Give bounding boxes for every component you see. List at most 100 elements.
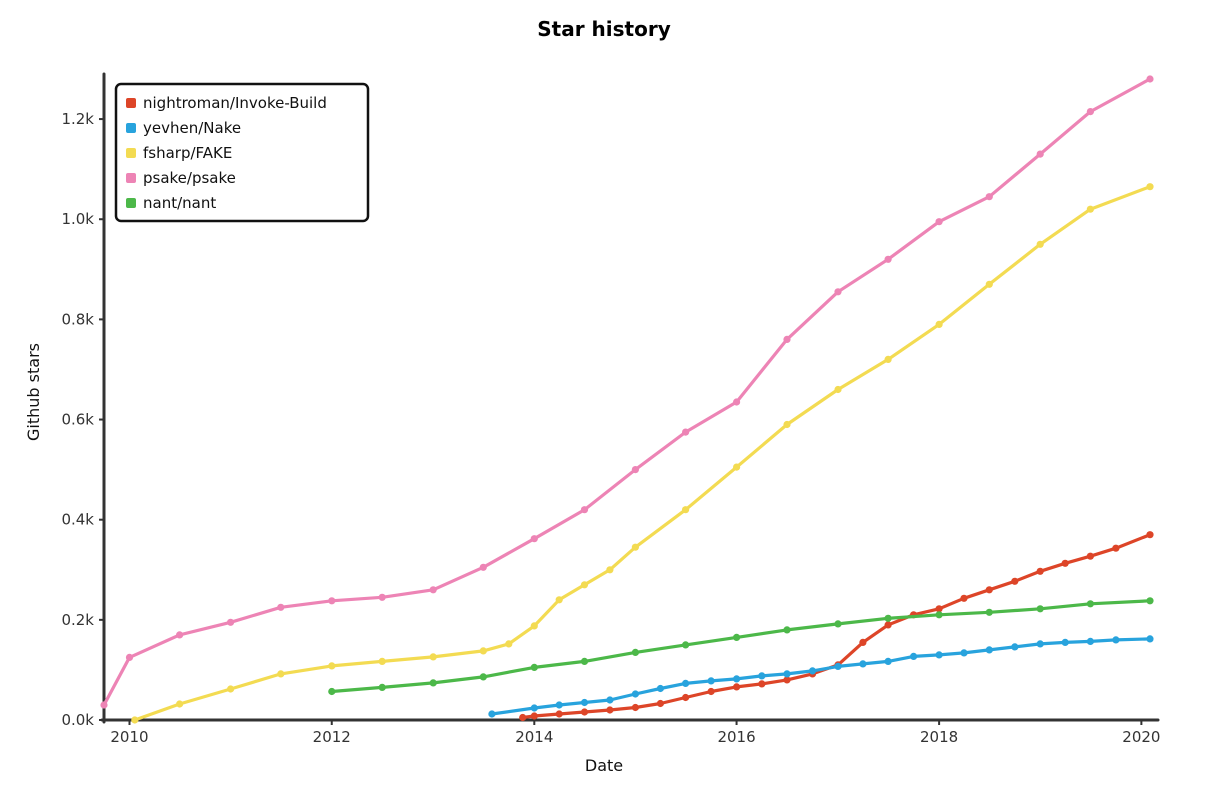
series-4 <box>328 597 1154 696</box>
y-tick-label: 1.0k <box>61 210 94 228</box>
series-3 <box>100 75 1154 709</box>
data-point <box>682 428 690 436</box>
y-tick-label: 0.8k <box>61 310 94 328</box>
legend-label: nightroman/Invoke-Build <box>143 94 327 112</box>
x-tick-label: 2014 <box>515 728 553 746</box>
data-point <box>378 593 386 601</box>
series-line <box>102 77 1152 707</box>
data-point <box>606 566 614 574</box>
data-point <box>580 657 589 666</box>
data-point <box>555 596 563 604</box>
data-point <box>1146 75 1154 83</box>
data-point <box>859 638 867 647</box>
data-point <box>985 193 993 201</box>
x-tick-label: 2020 <box>1122 728 1160 746</box>
data-point <box>985 280 993 288</box>
data-point <box>519 713 527 722</box>
data-point <box>1011 643 1019 651</box>
data-point <box>580 698 589 707</box>
legend-label: fsharp/FAKE <box>143 144 232 162</box>
data-point <box>488 710 496 718</box>
data-point <box>733 633 741 642</box>
data-point <box>884 657 892 666</box>
data-point <box>758 672 766 680</box>
data-point <box>1036 567 1044 575</box>
series-line <box>133 185 1152 722</box>
data-point <box>884 355 892 363</box>
data-point <box>530 535 538 543</box>
data-point <box>505 640 513 648</box>
data-point <box>100 701 108 709</box>
data-point <box>479 647 487 655</box>
data-point <box>479 673 487 681</box>
data-point <box>328 662 336 670</box>
data-point <box>656 699 665 708</box>
data-point <box>429 679 437 687</box>
y-axis-title: Github stars <box>24 343 43 441</box>
data-point <box>1146 597 1154 605</box>
data-point <box>682 693 690 702</box>
data-point <box>1036 150 1044 158</box>
data-point <box>935 320 943 328</box>
data-point <box>783 626 791 634</box>
data-point <box>1112 636 1120 644</box>
x-axis-title: Date <box>585 756 623 775</box>
data-point <box>935 611 943 619</box>
data-point <box>733 683 741 691</box>
data-point <box>758 680 766 688</box>
data-point <box>859 660 867 668</box>
data-point <box>1061 638 1069 647</box>
y-tick-label: 0.0k <box>61 711 94 729</box>
data-point <box>834 385 842 394</box>
data-point <box>960 594 968 602</box>
data-point <box>834 288 842 296</box>
data-point <box>1146 183 1154 191</box>
x-tick-label: 2016 <box>717 728 755 746</box>
x-tick-label: 2018 <box>920 728 958 746</box>
legend-swatch <box>126 148 136 158</box>
data-point <box>985 586 993 594</box>
y-tick-label: 0.4k <box>61 511 94 529</box>
data-point <box>479 563 487 571</box>
data-point <box>631 543 640 551</box>
data-point <box>530 663 538 672</box>
data-point <box>530 712 538 720</box>
data-point <box>682 641 690 649</box>
axes: 0.0k 0.2k 0.4k 0.6k 0.8k 1.0k 1.2k 2010 2012 2014… <box>61 72 1160 746</box>
data-point <box>631 690 640 698</box>
data-point <box>935 218 943 226</box>
legend-swatch <box>126 123 136 133</box>
data-point <box>631 703 640 712</box>
data-point <box>580 708 589 716</box>
data-point <box>530 704 538 712</box>
data-point <box>1036 640 1044 648</box>
data-point <box>328 597 336 605</box>
legend-label: nant/nant <box>143 194 216 212</box>
data-point <box>1011 577 1019 585</box>
data-point <box>555 710 563 718</box>
series-layer <box>100 75 1154 724</box>
series-line <box>490 637 1152 716</box>
data-point <box>733 675 741 683</box>
legend-swatch <box>126 198 136 208</box>
data-point <box>733 463 741 471</box>
data-point <box>580 506 589 514</box>
data-point <box>1086 108 1094 116</box>
data-point <box>682 506 690 514</box>
data-point <box>808 667 817 675</box>
data-point <box>429 586 437 594</box>
data-point <box>378 657 386 666</box>
data-point <box>707 677 715 685</box>
data-point <box>682 679 690 688</box>
data-point <box>606 696 614 704</box>
data-point <box>1146 531 1154 539</box>
legend-swatch <box>126 98 136 108</box>
data-point <box>176 700 184 708</box>
data-point <box>935 605 943 613</box>
data-point <box>328 687 336 696</box>
chart-title: Star history <box>537 17 671 41</box>
data-point <box>985 646 993 654</box>
data-point <box>378 683 386 692</box>
data-point <box>960 649 968 657</box>
